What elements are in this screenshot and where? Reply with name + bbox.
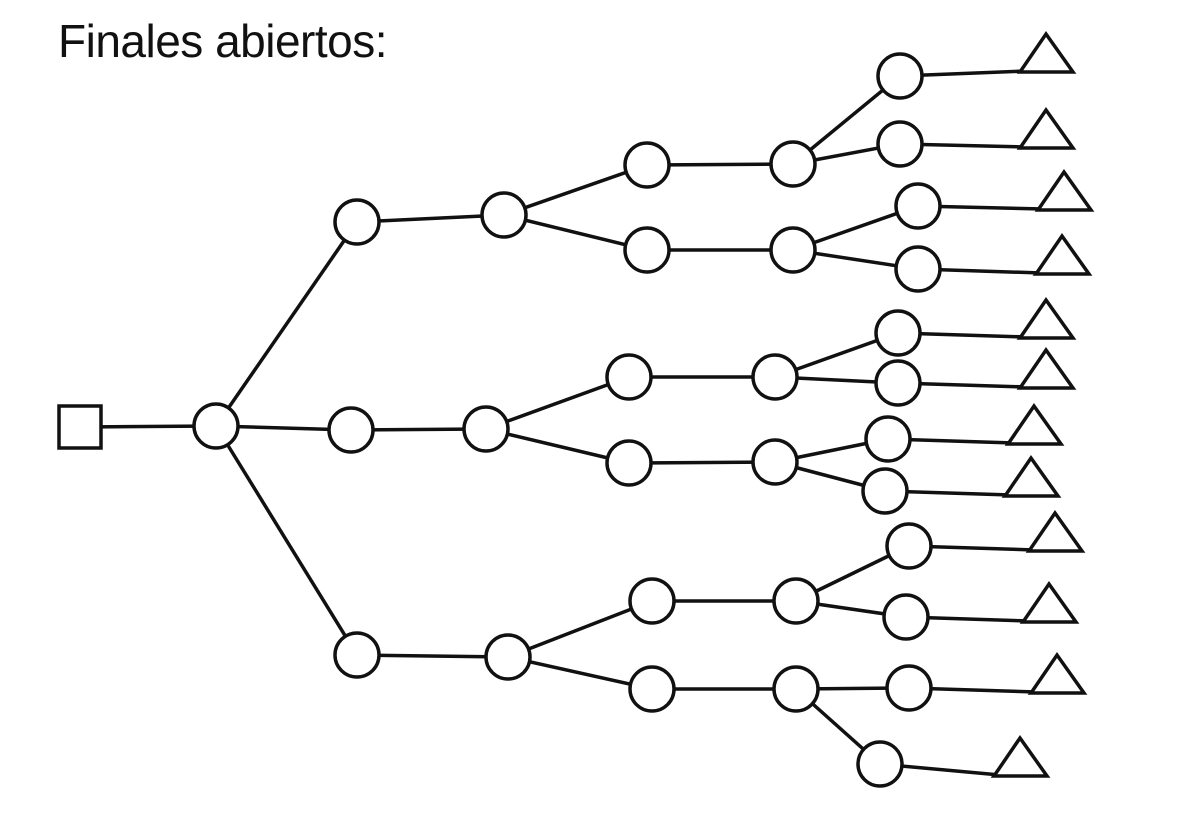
edge-u2-u2b — [503, 213, 648, 252]
end-node-triangle-t6 — [1016, 346, 1077, 390]
end-node-triangle-t3 — [1034, 168, 1095, 212]
end-node-triangle-t11 — [1027, 651, 1088, 695]
decision-node-circle-u2a — [623, 141, 671, 189]
decision-node-circle-m2a — [605, 353, 653, 401]
decision-node-circle-l3a — [772, 577, 820, 625]
end-node-triangle-t7 — [1004, 402, 1065, 446]
decision-node-circle-n9 — [885, 522, 933, 570]
edge-u2a-u3a — [646, 162, 794, 167]
decision-node-circle-l2 — [484, 633, 532, 681]
end-node-triangle-t4 — [1032, 232, 1093, 276]
decision-node-circle-n3 — [894, 182, 942, 230]
decision-node-circle-n2 — [876, 120, 924, 168]
decision-node-circle-n1 — [876, 52, 924, 100]
decision-node-circle-m2b — [605, 439, 653, 487]
decision-node-circle-n5 — [874, 309, 922, 357]
decision-node-circle-u3b — [769, 226, 817, 274]
edge-root-u1 — [214, 221, 359, 427]
decision-node-circle-root — [192, 402, 240, 450]
decision-node-circle-n11 — [885, 664, 933, 712]
edge-m2b-m3b — [628, 460, 776, 465]
end-node-triangle-t5 — [1016, 296, 1077, 340]
decision-node-circle-n6 — [874, 359, 922, 407]
decision-node-circle-l2b — [628, 665, 676, 713]
decision-node-circle-n8 — [861, 467, 909, 515]
decision-node-circle-m3b — [751, 438, 799, 486]
edge-u2-u2a — [503, 163, 648, 217]
decision-node-circle-u1 — [333, 198, 381, 246]
decision-node-circle-u2b — [623, 226, 671, 274]
end-node-triangle-t12 — [990, 734, 1051, 778]
edge-m2-m2a — [485, 375, 630, 431]
edge-root-l1 — [214, 425, 359, 656]
start-node-square — [57, 404, 103, 450]
edge-l2-l2b — [507, 655, 653, 691]
decision-node-circle-l2a — [628, 577, 676, 625]
decision-node-circle-l1 — [333, 631, 381, 679]
decision-node-circle-m3a — [751, 353, 799, 401]
end-node-triangle-t9 — [1025, 509, 1086, 553]
decision-node-circle-n4 — [894, 245, 942, 293]
edge-u1-u2 — [356, 213, 505, 224]
edge-m2-m2b — [485, 427, 630, 465]
decision-node-circle-m1 — [327, 406, 375, 454]
decision-node-circle-n7 — [864, 415, 912, 463]
decision-node-circle-u2 — [480, 191, 528, 239]
end-node-triangle-t1 — [1016, 30, 1077, 74]
end-node-triangle-t2 — [1016, 106, 1077, 150]
decision-node-circle-l3b — [772, 665, 820, 713]
page-title: Finales abiertos: — [58, 15, 388, 67]
edge-l1-l2 — [356, 653, 509, 659]
decision-node-circle-m2 — [462, 405, 510, 453]
decision-node-circle-n12 — [856, 740, 904, 788]
edge-l2-l2a — [507, 599, 653, 659]
end-node-triangle-t10 — [1019, 580, 1080, 624]
end-node-triangle-t8 — [1001, 454, 1062, 498]
decision-node-circle-u3a — [769, 140, 817, 188]
decision-node-circle-n10 — [882, 593, 930, 641]
